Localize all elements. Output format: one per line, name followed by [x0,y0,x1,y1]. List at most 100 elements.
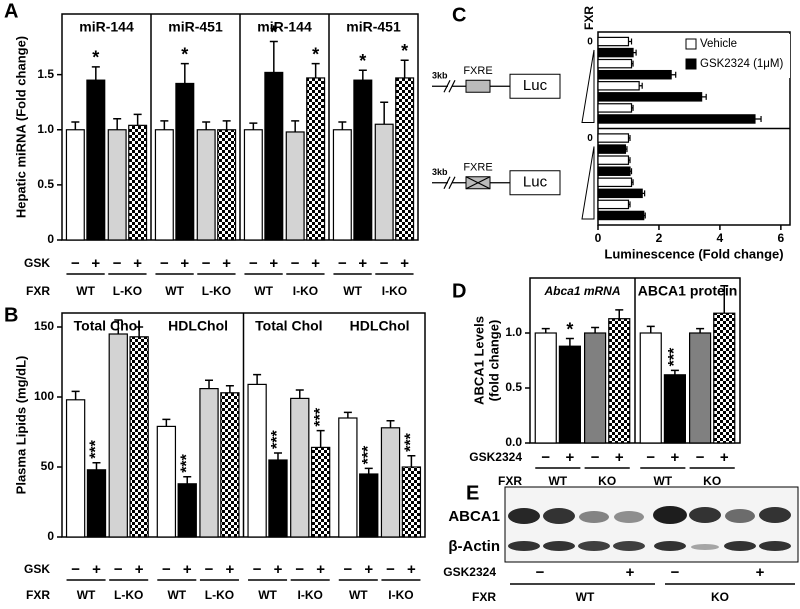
x-tick-label: 0 [595,231,602,245]
error-bar [615,309,624,319]
bar [332,129,352,241]
bar [353,79,373,241]
bar [380,427,401,538]
treatment-value: − [646,449,655,466]
bar [129,336,149,538]
bar [196,129,216,241]
error-bar [92,462,101,470]
construct-label: Luc [523,174,548,191]
construct-label: 3kb [432,167,448,177]
error-bar [386,420,395,428]
error-bar [364,467,373,474]
error-bar [358,69,367,81]
significance: *** [360,445,377,464]
error-bar [671,71,677,78]
error-bar [631,60,634,67]
significance: *** [312,407,329,426]
genotype-value: WT [576,590,595,604]
treatment-value: + [92,561,101,578]
group-title: miR-451 [168,19,223,35]
error-bar [380,101,389,125]
treatment-value: + [311,255,320,272]
error-bar [205,379,214,389]
bar [558,345,582,444]
error-bar [202,121,211,130]
significance: * [312,44,319,64]
genotype-value: WT [653,474,672,488]
dose-wedge [581,49,595,123]
treatment-value: + [226,561,235,578]
error-bar [162,418,171,427]
bar [306,77,326,241]
error-bar [633,49,637,56]
genotype-label: FXR [26,284,50,298]
treatment-value: − [380,255,389,272]
error-bar [316,429,325,448]
bar [597,58,633,69]
x-tick-label: 6 [778,231,785,245]
fxre-mutation [465,176,491,190]
treatment-value: + [756,564,765,581]
dose-wedge [581,146,595,220]
construct-label: 3kb [432,71,448,81]
bar [597,47,634,58]
genotype-value: WT [167,588,186,602]
y-tick-label: 1.0 [505,325,522,339]
treatment-value: + [269,255,278,272]
treatment-value: − [253,561,262,578]
treatment-value: − [536,564,545,581]
genotype-label: FXR [472,590,496,604]
y-tick-label: 0.0 [505,435,522,449]
bar [639,332,662,444]
bar [597,133,630,143]
treatment-value: − [71,255,80,272]
blot-image [504,486,799,563]
y-axis-label: Plasma Lipids (mg/dL) [13,356,28,495]
treatment-value: − [202,255,211,272]
treatment-value: + [407,561,416,578]
group-title: miR-144 [79,19,134,35]
bar [597,188,643,199]
error-bar [295,389,304,399]
y-tick-label: 0.5 [37,177,54,191]
legend-frame [682,34,790,78]
error-bar [338,121,347,130]
error-bar [630,168,633,175]
treatment-value: − [295,561,304,578]
fxre-box [465,79,491,93]
group-title: Total Chol [74,318,141,334]
genotype-value: WT [165,284,184,298]
error-bar [541,327,550,333]
error-bar [670,369,679,375]
treatment-value: − [591,449,600,466]
y-axis-label: (fold change) [486,320,501,402]
bar [154,129,174,241]
bar [597,69,672,80]
error-bar [114,319,123,334]
y-tick-label: 1.0 [37,122,54,136]
genotype-value: KO [598,474,616,488]
bar [401,466,422,538]
error-bar [180,62,189,84]
error-bar [631,179,634,186]
bar [597,92,703,102]
treatment-value: + [135,561,144,578]
bar [217,129,237,241]
error-bar [269,40,278,73]
treatment-label: GSK [24,256,50,270]
treatment-value: − [160,255,169,272]
error-bar [71,121,80,130]
construct-label: FXRE [463,65,492,77]
error-bar [628,157,631,164]
error-bar [696,327,705,333]
bar [177,483,197,538]
bar [290,397,310,538]
error-bar [701,93,707,100]
genotype-value: WT [76,284,95,298]
treatment-value: + [400,255,409,272]
significance: *** [88,439,105,458]
y-tick-label: 100 [34,389,54,403]
bar [597,166,631,176]
significance: * [566,319,573,339]
